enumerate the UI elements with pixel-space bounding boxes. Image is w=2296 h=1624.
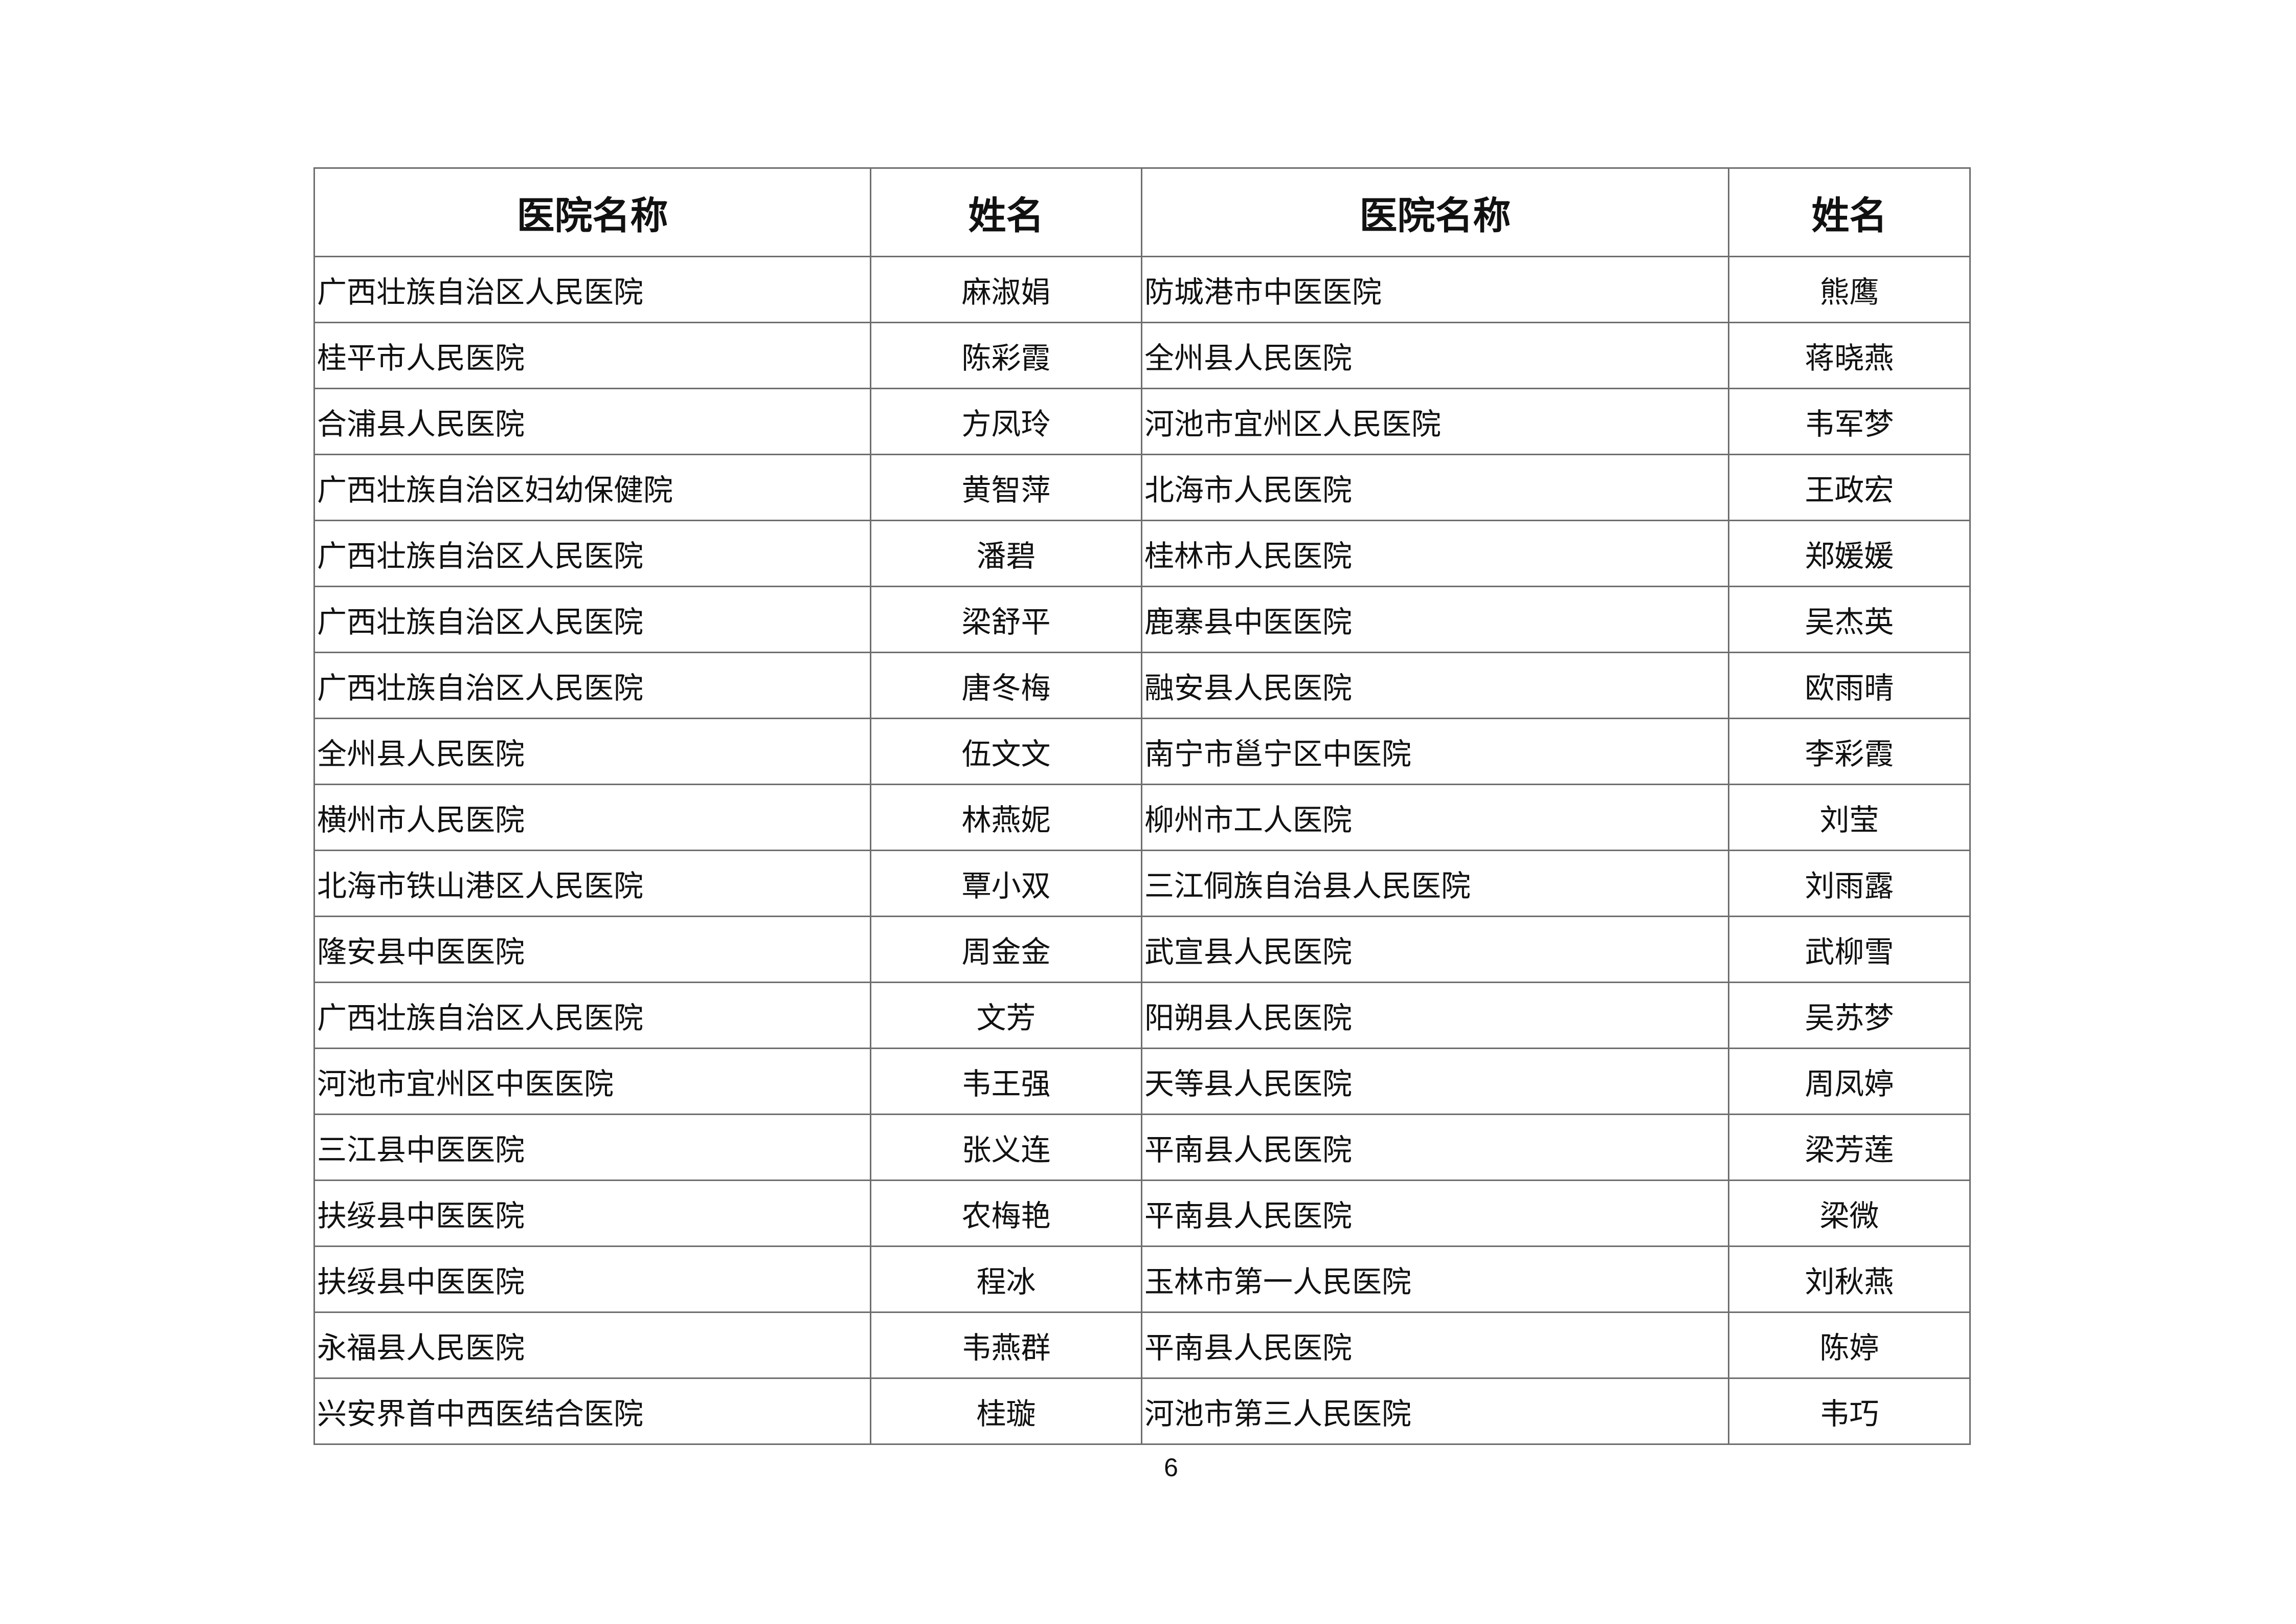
hospital-name-cell: 河池市第三人民医院: [1141, 1377, 1729, 1445]
hospital-name-cell: 平南县人民医院: [1141, 1114, 1729, 1181]
hospital-name-cell: 广西壮族自治区妇幼保健院: [313, 454, 871, 521]
hospital-name-cell: 广西壮族自治区人民医院: [313, 586, 871, 653]
header-hospital-name: 医院名称: [1141, 167, 1729, 257]
hospital-name-cell: 桂平市人民医院: [313, 322, 871, 389]
person-name-cell: 陈彩霞: [870, 322, 1142, 389]
hospital-name-cell: 扶绥县中医医院: [313, 1180, 871, 1247]
table-row: 永福县人民医院 韦燕群 平南县人民医院 陈婷: [313, 1311, 1971, 1379]
hospital-name-cell: 兴安界首中西医结合医院: [313, 1377, 871, 1445]
person-name-cell: 梁舒平: [870, 586, 1142, 653]
hospital-name-cell: 天等县人民医院: [1141, 1048, 1729, 1115]
person-name-cell: 方凤玲: [870, 388, 1142, 455]
person-name-cell: 伍文文: [870, 718, 1142, 785]
hospital-name-cell: 广西壮族自治区人民医院: [313, 256, 871, 323]
hospital-name-cell: 鹿寨县中医医院: [1141, 586, 1729, 653]
person-name-cell: 梁芳莲: [1728, 1114, 1971, 1181]
person-name-cell: 农梅艳: [870, 1180, 1142, 1247]
table-row: 广西壮族自治区人民医院 麻淑娟 防城港市中医医院 熊鹰: [313, 256, 1971, 323]
person-name-cell: 蒋晓燕: [1728, 322, 1971, 389]
table-row: 广西壮族自治区人民医院 文芳 阳朔县人民医院 吴苏梦: [313, 982, 1971, 1049]
hospital-name-cell: 广西壮族自治区人民医院: [313, 652, 871, 719]
hospital-name-cell: 北海市人民医院: [1141, 454, 1729, 521]
hospital-name-cell: 武宣县人民医院: [1141, 916, 1729, 983]
table-row: 隆安县中医医院 周金金 武宣县人民医院 武柳雪: [313, 916, 1971, 983]
header-person-name: 姓名: [870, 167, 1142, 257]
person-name-cell: 韦巧: [1728, 1377, 1971, 1445]
person-name-cell: 郑媛媛: [1728, 520, 1971, 587]
hospital-name-cell: 隆安县中医医院: [313, 916, 871, 983]
hospital-name-cell: 三江县中医医院: [313, 1114, 871, 1181]
table-row: 合浦县人民医院 方凤玲 河池市宜州区人民医院 韦军梦: [313, 388, 1971, 455]
hospital-name-cell: 河池市宜州区人民医院: [1141, 388, 1729, 455]
person-name-cell: 武柳雪: [1728, 916, 1971, 983]
person-name-cell: 周凤婷: [1728, 1048, 1971, 1115]
person-name-cell: 桂璇: [870, 1377, 1142, 1445]
person-name-cell: 刘秋燕: [1728, 1245, 1971, 1313]
table-row: 全州县人民医院 伍文文 南宁市邕宁区中医院 李彩霞: [313, 718, 1971, 785]
table-row: 横州市人民医院 林燕妮 柳州市工人医院 刘莹: [313, 784, 1971, 851]
table-row: 河池市宜州区中医医院 韦王强 天等县人民医院 周凤婷: [313, 1048, 1971, 1115]
table-row: 广西壮族自治区人民医院 潘碧 桂林市人民医院 郑媛媛: [313, 520, 1971, 587]
table-body: 广西壮族自治区人民医院 麻淑娟 防城港市中医医院 熊鹰 桂平市人民医院 陈彩霞 全州县人民医…: [313, 256, 1971, 1445]
hospital-name-cell: 平南县人民医院: [1141, 1180, 1729, 1247]
hospital-name-cell: 防城港市中医医院: [1141, 256, 1729, 323]
hospital-name-cell: 三江侗族自治县人民医院: [1141, 850, 1729, 917]
hospital-name-cell: 广西壮族自治区人民医院: [313, 520, 871, 587]
person-name-cell: 黄智萍: [870, 454, 1142, 521]
person-name-cell: 韦军梦: [1728, 388, 1971, 455]
hospital-name-cell: 玉林市第一人民医院: [1141, 1245, 1729, 1313]
person-name-cell: 刘雨露: [1728, 850, 1971, 917]
person-name-cell: 吴杰英: [1728, 586, 1971, 653]
hospital-name-cell: 阳朔县人民医院: [1141, 982, 1729, 1049]
person-name-cell: 韦王强: [870, 1048, 1142, 1115]
header-person-name: 姓名: [1728, 167, 1971, 257]
page-number: 6: [1164, 1453, 1178, 1482]
hospital-name-cell: 广西壮族自治区人民医院: [313, 982, 871, 1049]
person-name-cell: 熊鹰: [1728, 256, 1971, 323]
person-name-cell: 刘莹: [1728, 784, 1971, 851]
table-row: 兴安界首中西医结合医院 桂璇 河池市第三人民医院 韦巧: [313, 1377, 1971, 1445]
hospital-name-cell: 融安县人民医院: [1141, 652, 1729, 719]
person-name-cell: 文芳: [870, 982, 1142, 1049]
person-name-cell: 梁微: [1728, 1180, 1971, 1247]
person-name-cell: 潘碧: [870, 520, 1142, 587]
hospital-name-cell: 全州县人民医院: [313, 718, 871, 785]
hospital-staff-table: 医院名称 姓名 医院名称 姓名 广西壮族自治区人民医院 麻淑娟 防城港市中医医院 熊鹰…: [313, 167, 1971, 1445]
person-name-cell: 陈婷: [1728, 1311, 1971, 1379]
table-row: 北海市铁山港区人民医院 覃小双 三江侗族自治县人民医院 刘雨露: [313, 850, 1971, 917]
hospital-name-cell: 合浦县人民医院: [313, 388, 871, 455]
hospital-name-cell: 河池市宜州区中医医院: [313, 1048, 871, 1115]
hospital-name-cell: 扶绥县中医医院: [313, 1245, 871, 1313]
hospital-name-cell: 横州市人民医院: [313, 784, 871, 851]
header-hospital-name: 医院名称: [313, 167, 871, 257]
person-name-cell: 周金金: [870, 916, 1142, 983]
table-row: 广西壮族自治区妇幼保健院 黄智萍 北海市人民医院 王政宏: [313, 454, 1971, 521]
table-row: 广西壮族自治区人民医院 梁舒平 鹿寨县中医医院 吴杰英: [313, 586, 1971, 653]
person-name-cell: 程冰: [870, 1245, 1142, 1313]
table-row: 扶绥县中医医院 程冰 玉林市第一人民医院 刘秋燕: [313, 1245, 1971, 1313]
table-row: 三江县中医医院 张义连 平南县人民医院 梁芳莲: [313, 1114, 1971, 1181]
table-row: 扶绥县中医医院 农梅艳 平南县人民医院 梁微: [313, 1180, 1971, 1247]
person-name-cell: 林燕妮: [870, 784, 1142, 851]
table-row: 桂平市人民医院 陈彩霞 全州县人民医院 蒋晓燕: [313, 322, 1971, 389]
person-name-cell: 覃小双: [870, 850, 1142, 917]
person-name-cell: 吴苏梦: [1728, 982, 1971, 1049]
hospital-name-cell: 南宁市邕宁区中医院: [1141, 718, 1729, 785]
person-name-cell: 王政宏: [1728, 454, 1971, 521]
hospital-name-cell: 永福县人民医院: [313, 1311, 871, 1379]
table-row: 广西壮族自治区人民医院 唐冬梅 融安县人民医院 欧雨晴: [313, 652, 1971, 719]
hospital-name-cell: 桂林市人民医院: [1141, 520, 1729, 587]
header-row: 医院名称 姓名 医院名称 姓名: [313, 167, 1971, 257]
hospital-name-cell: 柳州市工人医院: [1141, 784, 1729, 851]
hospital-name-cell: 平南县人民医院: [1141, 1311, 1729, 1379]
person-name-cell: 麻淑娟: [870, 256, 1142, 323]
person-name-cell: 李彩霞: [1728, 718, 1971, 785]
person-name-cell: 韦燕群: [870, 1311, 1142, 1379]
person-name-cell: 唐冬梅: [870, 652, 1142, 719]
hospital-name-cell: 北海市铁山港区人民医院: [313, 850, 871, 917]
person-name-cell: 张义连: [870, 1114, 1142, 1181]
hospital-name-cell: 全州县人民医院: [1141, 322, 1729, 389]
person-name-cell: 欧雨晴: [1728, 652, 1971, 719]
